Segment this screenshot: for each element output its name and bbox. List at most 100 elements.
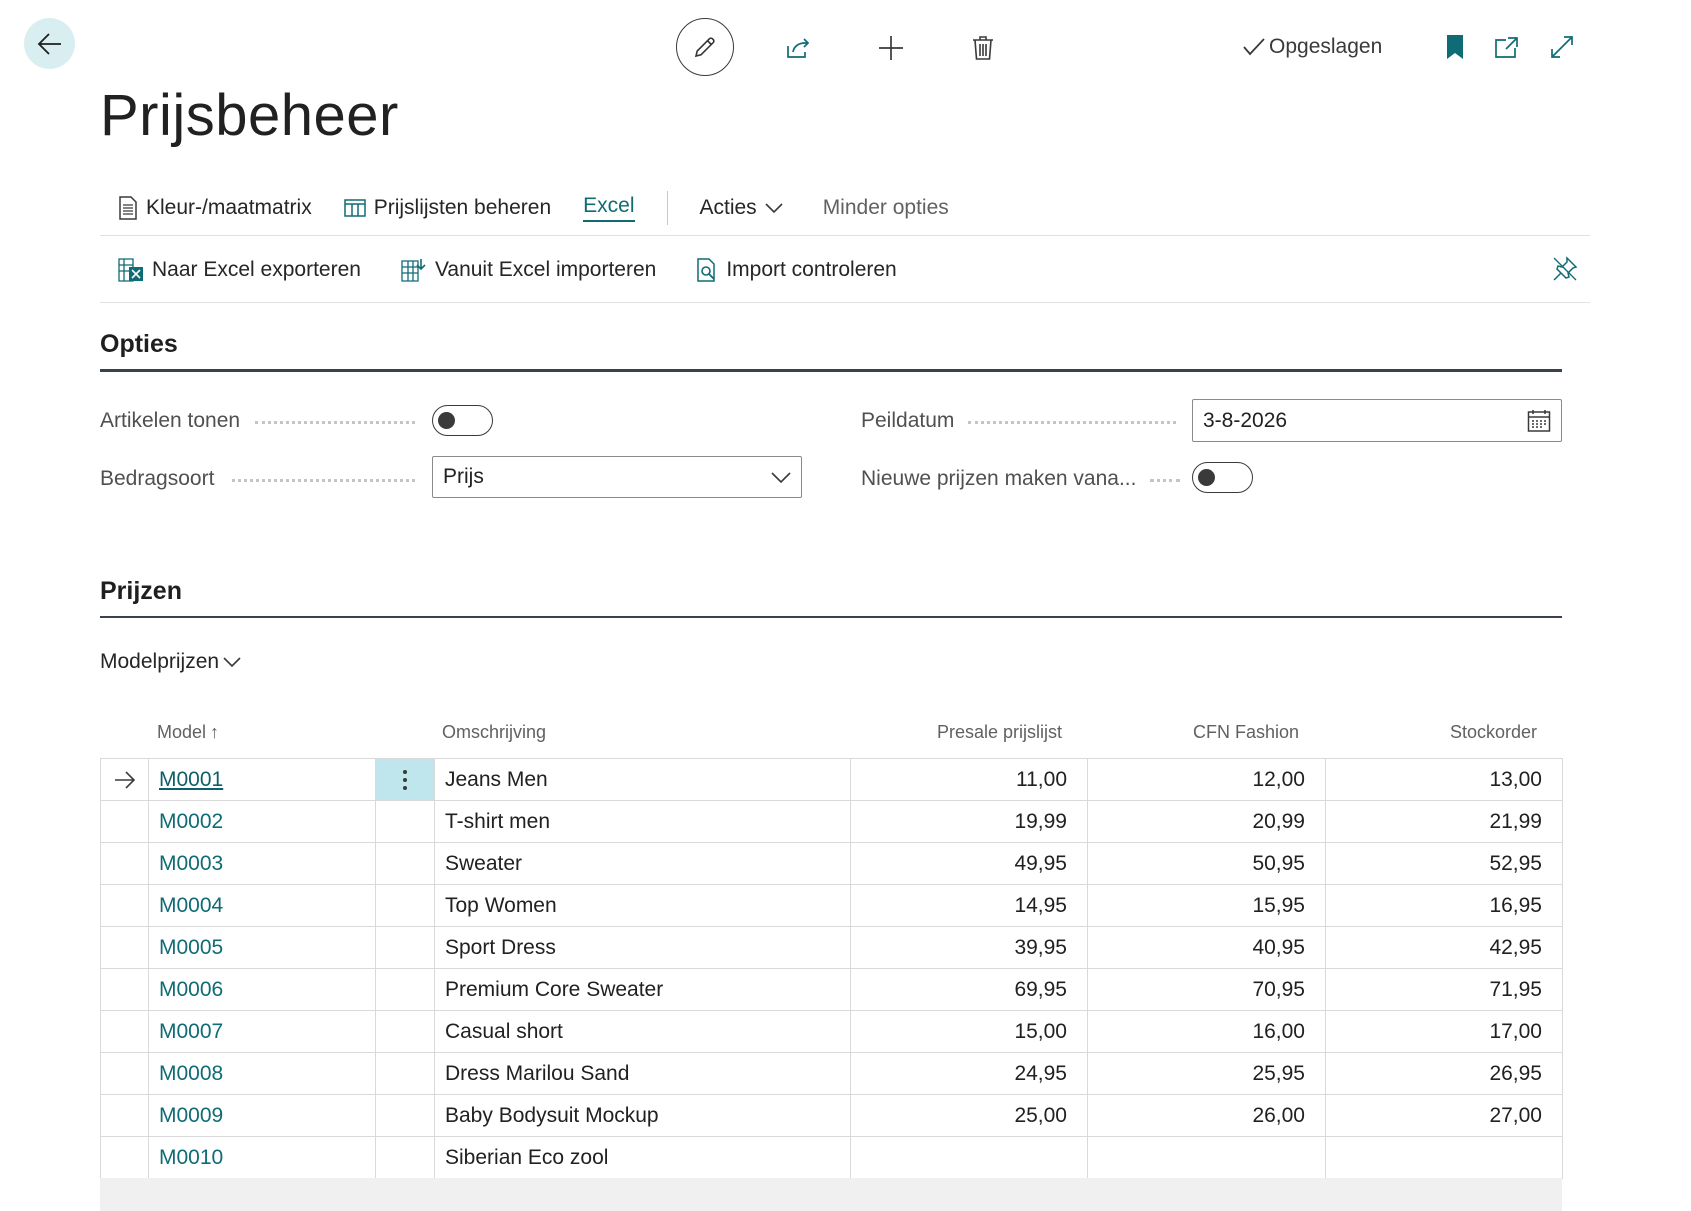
column-header-cfn-fashion[interactable]: CFN Fashion: [1192, 722, 1299, 742]
export-to-excel-action[interactable]: Naar Excel exporteren: [118, 258, 361, 282]
cfn-fashion-price-cell[interactable]: 50,95: [1087, 842, 1326, 885]
share-icon: [785, 36, 811, 60]
row-actions-button[interactable]: [375, 758, 435, 801]
column-header-label: Model: [157, 722, 207, 742]
table-row[interactable]: M0008 Dress Marilou Sand 24,95 25,95 26,95: [100, 1052, 1563, 1095]
model-link[interactable]: M0006: [148, 968, 376, 1011]
description-cell[interactable]: Top Women: [434, 884, 851, 927]
color-size-matrix-action[interactable]: Kleur-/maatmatrix: [118, 196, 312, 220]
table-row[interactable]: M0007 Casual short 15,00 16,00 17,00: [100, 1010, 1563, 1053]
model-link[interactable]: M0007: [148, 1010, 376, 1053]
stockorder-price-cell[interactable]: 13,00: [1325, 758, 1563, 801]
description-cell[interactable]: Baby Bodysuit Mockup: [434, 1094, 851, 1137]
stockorder-price-cell[interactable]: 17,00: [1325, 1010, 1563, 1053]
new-button[interactable]: [873, 30, 909, 66]
description-cell[interactable]: Dress Marilou Sand: [434, 1052, 851, 1095]
table-row[interactable]: M0001 Jeans Men 11,00 12,00 13,00: [100, 758, 1563, 801]
cfn-fashion-price-cell[interactable]: 15,95: [1087, 884, 1326, 927]
table-row[interactable]: M0006 Premium Core Sweater 69,95 70,95 71,95: [100, 968, 1563, 1011]
description-cell[interactable]: T-shirt men: [434, 800, 851, 843]
model-link[interactable]: M0002: [148, 800, 376, 843]
table-row[interactable]: M0009 Baby Bodysuit Mockup 25,00 26,00 27,00: [100, 1094, 1563, 1137]
show-items-toggle[interactable]: [432, 405, 493, 436]
cfn-fashion-price-cell[interactable]: 12,00: [1087, 758, 1326, 801]
table-row[interactable]: M0004 Top Women 14,95 15,95 16,95: [100, 884, 1563, 927]
presale-price-cell[interactable]: 14,95: [850, 884, 1088, 927]
presale-price-cell[interactable]: [850, 1136, 1088, 1179]
view-selector[interactable]: Modelprijzen: [100, 650, 241, 674]
description-cell[interactable]: Casual short: [434, 1010, 851, 1053]
saved-status: Opgeslagen: [1243, 30, 1382, 64]
cfn-fashion-price-cell[interactable]: 70,95: [1087, 968, 1326, 1011]
expand-button[interactable]: [1545, 30, 1579, 64]
model-link[interactable]: M0005: [148, 926, 376, 969]
cfn-fashion-price-cell[interactable]: 26,00: [1087, 1094, 1326, 1137]
presale-price-cell[interactable]: 69,95: [850, 968, 1088, 1011]
table-columns-icon: [343, 198, 366, 218]
cfn-fashion-price-cell[interactable]: 40,95: [1087, 926, 1326, 969]
model-link[interactable]: M0004: [148, 884, 376, 927]
description-cell[interactable]: Sweater: [434, 842, 851, 885]
cfn-fashion-price-cell[interactable]: 20,99: [1087, 800, 1326, 843]
model-link[interactable]: M0008: [148, 1052, 376, 1095]
stockorder-price-cell[interactable]: 52,95: [1325, 842, 1563, 885]
calendar-icon[interactable]: [1527, 409, 1551, 433]
column-header-model[interactable]: Model ↑: [157, 722, 219, 743]
reference-date-value: 3-8-2026: [1203, 408, 1288, 432]
stockorder-price-cell[interactable]: [1325, 1136, 1563, 1179]
check-import-action[interactable]: Import controleren: [696, 258, 897, 282]
table-row[interactable]: M0010 Siberian Eco zool: [100, 1136, 1563, 1179]
stockorder-price-cell[interactable]: 27,00: [1325, 1094, 1563, 1137]
fewer-options-action[interactable]: Minder opties: [823, 196, 949, 220]
back-button[interactable]: [24, 18, 75, 69]
column-header-presale[interactable]: Presale prijslijst: [936, 722, 1062, 742]
reference-date-input[interactable]: 3-8-2026: [1192, 399, 1562, 442]
presale-price-cell[interactable]: 49,95: [850, 842, 1088, 885]
stockorder-price-cell[interactable]: 16,95: [1325, 884, 1563, 927]
stockorder-price-cell[interactable]: 71,95: [1325, 968, 1563, 1011]
chevron-down-icon: [223, 656, 241, 668]
stockorder-price-cell[interactable]: 26,95: [1325, 1052, 1563, 1095]
description-cell[interactable]: Jeans Men: [434, 758, 851, 801]
stockorder-price-cell[interactable]: 21,99: [1325, 800, 1563, 843]
description-cell[interactable]: Premium Core Sweater: [434, 968, 851, 1011]
bookmark-button[interactable]: [1440, 30, 1470, 64]
cfn-fashion-price-cell[interactable]: [1087, 1136, 1326, 1179]
description-cell[interactable]: Sport Dress: [434, 926, 851, 969]
description-cell[interactable]: Siberian Eco zool: [434, 1136, 851, 1179]
actions-menu[interactable]: Acties: [700, 196, 783, 220]
model-link[interactable]: M0009: [148, 1094, 376, 1137]
manage-price-lists-action[interactable]: Prijslijsten beheren: [343, 196, 551, 220]
share-button[interactable]: [780, 30, 816, 66]
tab-excel[interactable]: Excel: [583, 194, 635, 222]
row-indicator: [100, 1052, 149, 1095]
leader-dots: [255, 421, 415, 424]
presale-price-cell[interactable]: 19,99: [850, 800, 1088, 843]
cfn-fashion-price-cell[interactable]: 16,00: [1087, 1010, 1326, 1053]
row-actions-cell: [375, 884, 435, 927]
model-link[interactable]: M0001: [148, 758, 376, 801]
presale-price-cell[interactable]: 15,00: [850, 1010, 1088, 1053]
table-row[interactable]: M0005 Sport Dress 39,95 40,95 42,95: [100, 926, 1563, 969]
stockorder-price-cell[interactable]: 42,95: [1325, 926, 1563, 969]
delete-button[interactable]: [965, 30, 1001, 66]
pin-action-bar-button[interactable]: [1548, 252, 1582, 286]
amount-type-select[interactable]: Prijs: [432, 456, 802, 498]
plus-icon: [878, 35, 904, 61]
model-link[interactable]: M0010: [148, 1136, 376, 1179]
open-new-window-button[interactable]: [1490, 30, 1524, 64]
presale-price-cell[interactable]: 11,00: [850, 758, 1088, 801]
import-from-excel-action[interactable]: Vanuit Excel importeren: [401, 258, 656, 282]
table-row[interactable]: M0002 T-shirt men 19,99 20,99 21,99: [100, 800, 1563, 843]
model-link[interactable]: M0003: [148, 842, 376, 885]
create-new-prices-toggle[interactable]: [1192, 462, 1253, 493]
column-header-stockorder[interactable]: Stockorder: [1449, 722, 1537, 742]
cfn-fashion-price-cell[interactable]: 25,95: [1087, 1052, 1326, 1095]
edit-button[interactable]: [676, 18, 734, 76]
presale-price-cell[interactable]: 39,95: [850, 926, 1088, 969]
presale-price-cell[interactable]: 25,00: [850, 1094, 1088, 1137]
presale-price-cell[interactable]: 24,95: [850, 1052, 1088, 1095]
column-header-description[interactable]: Omschrijving: [442, 722, 547, 742]
pencil-icon: [693, 35, 717, 59]
table-row[interactable]: M0003 Sweater 49,95 50,95 52,95: [100, 842, 1563, 885]
